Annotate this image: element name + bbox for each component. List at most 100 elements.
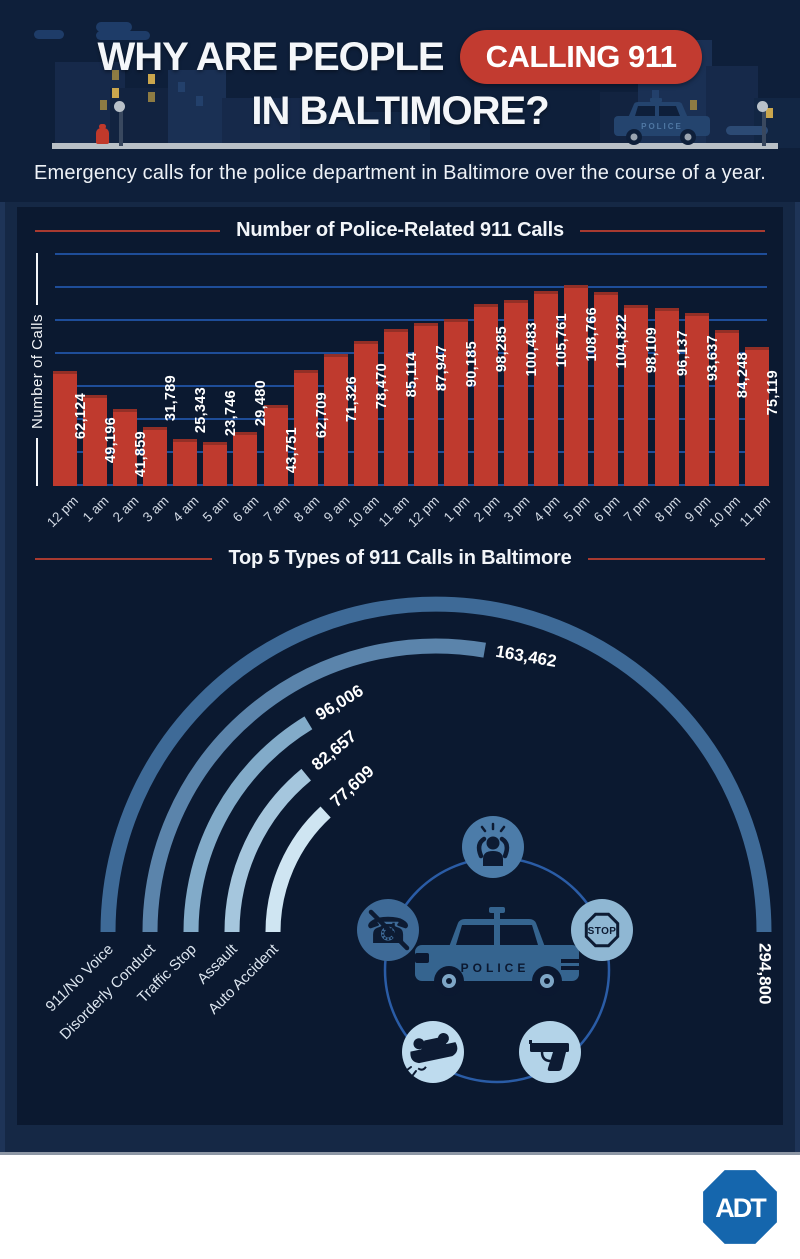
- bar-value-label: 41,859: [133, 430, 150, 477]
- window-light: [112, 70, 119, 80]
- car-lightbar: [650, 98, 662, 102]
- car-wheel-center: [446, 978, 452, 984]
- x-axis-tick-label: 6 am: [230, 493, 263, 525]
- radial-chart-title-row: Top 5 Types of 911 Calls in Baltimore: [35, 547, 766, 570]
- arc-value-label: 77,609: [327, 762, 378, 811]
- y-axis: Number of Calls: [25, 253, 49, 486]
- bar-cell: 98,109 7 pm: [621, 255, 660, 525]
- bar: [173, 439, 198, 486]
- window-light: [178, 82, 185, 92]
- x-axis-tick-label: 7 pm: [621, 493, 654, 525]
- x-axis-tick-label: 8 am: [290, 493, 323, 525]
- title-rule-left: [35, 229, 221, 232]
- bar-cell: 84,248 10 pm: [706, 255, 751, 530]
- x-axis-tick-label: 4 pm: [531, 493, 563, 525]
- stop-sign-label: STOP: [588, 926, 617, 937]
- window-light: [100, 100, 107, 110]
- bar-chart-title: Number of Police-Related 911 Calls: [236, 219, 564, 241]
- x-axis-tick-label: 12 pm: [405, 493, 443, 531]
- x-axis-tick-label: 1 pm: [440, 493, 473, 525]
- y-axis-label: Number of Calls: [28, 313, 46, 430]
- bar-value-label: 85,114: [403, 351, 420, 397]
- car-taillight: [415, 953, 429, 963]
- bar-value-label: 25,343: [193, 386, 210, 433]
- x-axis-tick-label: 2 am: [109, 493, 142, 525]
- person-distress-icon: [462, 816, 524, 878]
- y-axis-line: [36, 253, 38, 305]
- overturned-car-icon: [402, 1021, 464, 1083]
- bar-cell: 23,746 5 am: [200, 255, 239, 525]
- arc-value-label: 82,657: [308, 727, 360, 775]
- car-stripe: [561, 966, 579, 970]
- bar: [624, 305, 649, 486]
- x-axis-tick-label: 1 am: [79, 493, 112, 525]
- adt-logo-text: ADT: [715, 1193, 767, 1223]
- bar: [684, 313, 709, 486]
- bar: [263, 405, 288, 486]
- radial-arc: [100, 596, 772, 933]
- car-stripe: [561, 959, 579, 963]
- window-light: [148, 92, 155, 102]
- title-block: WHY ARE PEOPLE CALLING 911 IN BALTIMORE?: [0, 30, 800, 134]
- street-lamp-head: [114, 101, 125, 112]
- gridline: [55, 451, 767, 453]
- bar: [714, 330, 739, 486]
- footer: ADT: [0, 1152, 800, 1259]
- x-axis-tick-label: 4 am: [170, 493, 202, 525]
- bar: [233, 432, 258, 486]
- radial-arc: [224, 768, 311, 933]
- arc-value-label: 163,462: [494, 642, 558, 671]
- building: [168, 70, 226, 148]
- calling-911-badge: CALLING 911: [459, 30, 703, 84]
- bar: [654, 308, 679, 486]
- car-window-divider: [494, 925, 500, 945]
- car-wheel-hub: [684, 133, 692, 141]
- x-axis-tick-label: 11 pm: [736, 493, 774, 530]
- content-frame: Number of Police-Related 911 Calls Numbe…: [0, 202, 800, 1152]
- radial-arc: [265, 806, 331, 933]
- bar-cell: 49,196 1 am: [80, 255, 119, 525]
- stop-sign-icon: STOP: [571, 899, 633, 961]
- bar-value-label: 98,285: [494, 325, 511, 372]
- car-wheel-hub: [630, 133, 638, 141]
- car-mast: [494, 913, 500, 921]
- bar: [53, 371, 77, 486]
- x-axis-tick-label: 3 pm: [500, 493, 533, 525]
- gridline: [55, 352, 767, 354]
- bar: [504, 300, 529, 486]
- bar-value-label: 96,137: [674, 329, 691, 376]
- window-light: [196, 96, 203, 106]
- bar-cell: 105,761 4 pm: [531, 255, 570, 525]
- street-lamp: [762, 110, 766, 146]
- car-police-label: POLICE: [461, 961, 530, 975]
- bar-cell: 90,185 1 pm: [441, 255, 480, 525]
- bar-cell: 108,766 5 pm: [561, 255, 600, 525]
- car-lightbar: [489, 907, 505, 913]
- bar: [293, 370, 318, 486]
- bar-value-label: 49,196: [103, 416, 120, 463]
- bar-cell: 104,822 6 pm: [591, 255, 630, 525]
- gridline: [55, 253, 767, 255]
- street-line: [52, 143, 778, 149]
- header: POLICE WHY ARE PEOPLE CALLING 911 IN BAL…: [0, 0, 800, 202]
- bar-cell: 96,137 8 pm: [651, 255, 691, 525]
- cloud: [726, 126, 768, 135]
- bar-cell: 87,947 12 pm: [405, 255, 450, 530]
- bar-value-label: 108,766: [584, 307, 601, 362]
- building: [222, 98, 308, 148]
- page-title-line1: WHY ARE PEOPLE: [97, 35, 445, 79]
- bar: [564, 285, 589, 486]
- bar-cell: 25,343 4 am: [170, 255, 209, 525]
- bar-value-label: 105,761: [554, 313, 571, 368]
- bar: [413, 323, 438, 486]
- bar-value-label: 29,480: [253, 379, 270, 426]
- cloud: [34, 30, 64, 39]
- bar-value-label: 62,124: [73, 392, 89, 439]
- arc-value-label: 294,800: [756, 943, 775, 1004]
- arc-value-label: 96,006: [312, 681, 366, 724]
- bar-value-label: 87,947: [433, 344, 450, 391]
- content-panel: Number of Police-Related 911 Calls Numbe…: [17, 207, 783, 1125]
- bar-cell: 71,326 9 am: [320, 255, 360, 525]
- gun-icon: [519, 1021, 581, 1083]
